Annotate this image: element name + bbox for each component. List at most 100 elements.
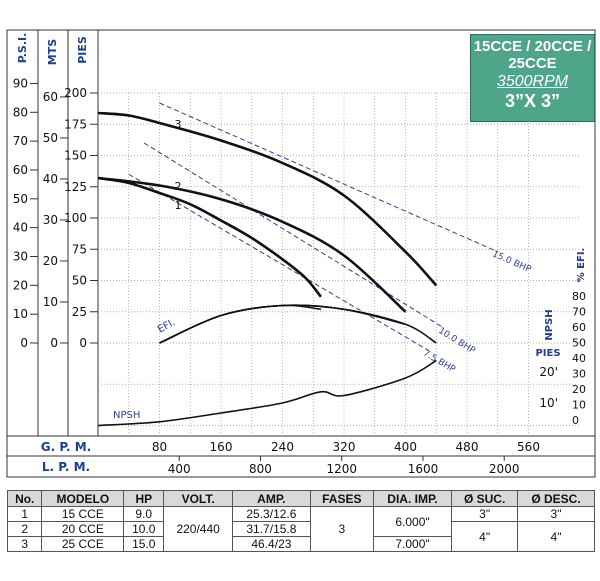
mts-axis-label: MTS [46, 39, 59, 65]
mts-tick-label: 30 [43, 213, 58, 227]
psi-tick-label: 20 [13, 278, 28, 292]
psi-tick-label: 50 [13, 192, 28, 206]
cell-modelo: 15 CCE [41, 506, 125, 522]
psi-tick-label: 0 [20, 336, 28, 350]
left-axes: P.S.I. MTS PIES 200175150125100755025060… [13, 33, 98, 350]
cell-no: 2 [6, 521, 43, 537]
bhp-line [128, 173, 429, 351]
psi-axis-label: P.S.I. [16, 33, 29, 64]
lpm-tick-label: 800 [249, 462, 272, 476]
efi-tick-label: 60 [572, 321, 586, 334]
cell-modelo: 20 CCE [41, 521, 125, 537]
bhp-line [143, 142, 445, 329]
chart-grid [98, 92, 580, 436]
spec-table-header: No. MODELO HP VOLT. AMP. FASES DIA. IMP.… [6, 490, 596, 507]
lpm-tick-label: 1600 [408, 462, 439, 476]
mts-tick-label: 20 [43, 254, 58, 268]
lpm-tick-label: 1200 [326, 462, 357, 476]
bhp-label: 10.0 BHP [436, 326, 477, 356]
psi-tick-label: 40 [13, 221, 28, 235]
pies-tick-label: 50 [72, 274, 87, 288]
efi-tick-label: 70 [572, 306, 586, 319]
chart-frame [6, 29, 596, 478]
bhp-label: 15.0 BHP [491, 249, 533, 275]
pies-tick-label: 25 [72, 305, 87, 319]
table-row: 2 20 CCE 10.0 31.7/15.8 4" 4" [6, 521, 596, 552]
col-hp: HP [123, 490, 165, 507]
col-volt: VOLT. [163, 490, 233, 507]
badge-size: 3”X 3” [504, 91, 561, 111]
cell-volt: 220/440 [163, 506, 233, 552]
gpm-tick-label: 400 [394, 440, 417, 454]
psi-tick-label: 30 [13, 249, 28, 263]
efi-tick-label: 20 [572, 383, 586, 396]
curve-number-label: 1 [175, 199, 182, 212]
series-2-curve [97, 176, 407, 313]
cell-desc: 3" [516, 506, 596, 522]
npsh-tick-label: 20' [539, 365, 558, 379]
gpm-tick-label: 560 [517, 440, 540, 454]
cell-no: 1 [6, 506, 43, 522]
bottom-axes: G. P. M. L. P. M. 80 160 240 320 400 480 560 40… [41, 440, 540, 476]
cell-amp: 31.7/15.8 [231, 521, 311, 537]
efi-tick-label: 40 [572, 352, 586, 365]
pies-tick-label: 0 [79, 336, 87, 350]
right-axes: % EFI. NPSH PIES 80 70 60 50 40 30 20 10 0 20' 10' [535, 248, 587, 427]
psi-tick-label: 10 [13, 307, 28, 321]
curve-number-label: 2 [175, 180, 182, 193]
cell-dia: 7.000" [372, 536, 453, 552]
curves [97, 111, 438, 427]
pies-tick-label: 150 [64, 149, 87, 163]
efi-tick-label: 50 [572, 337, 586, 350]
gpm-tick-label: 160 [210, 440, 233, 454]
pies-tick-label: 175 [64, 117, 87, 131]
badge-rpm: 3500RPM [496, 73, 569, 90]
gpm-tick-label: 480 [456, 440, 479, 454]
efi-tick-label: 0 [572, 414, 579, 427]
efi-tick-label: 80 [572, 290, 586, 303]
cell-fases: 3 [309, 506, 374, 552]
efi-label: EFI. [156, 317, 177, 336]
cell-desc: 4" [516, 521, 596, 552]
col-suc: Ø SUC. [451, 490, 518, 507]
cell-hp: 9.0 [123, 506, 165, 522]
mts-tick-label: 60 [43, 90, 58, 104]
badge-models: 15CCE / 20CCE / 25CCE [473, 38, 592, 72]
col-amp: AMP. [231, 490, 311, 507]
col-dia-imp: DIA. IMP. [372, 490, 453, 507]
cell-hp: 10.0 [123, 521, 165, 537]
bhp-line [159, 102, 498, 253]
series-efi-3-curve [159, 304, 437, 344]
table-row: 1 15 CCE 9.0 220/440 25.3/12.6 3 6.000" … [6, 506, 596, 552]
mts-tick-label: 50 [43, 131, 58, 145]
gpm-tick-label: 240 [271, 440, 294, 454]
bhp-label: 7.5 BHP [421, 348, 457, 375]
mts-tick-label: 40 [43, 172, 58, 186]
lpm-tick-label: 400 [168, 462, 191, 476]
pies-axis-label: PIES [76, 36, 89, 64]
col-no: No. [6, 490, 43, 507]
psi-tick-label: 90 [13, 76, 28, 90]
pies-tick-label: 125 [64, 180, 87, 194]
pies-tick-label: 75 [72, 242, 87, 256]
cell-amp: 46.4/23 [231, 536, 311, 552]
col-fases: FASES [309, 490, 374, 507]
cell-no: 3 [6, 536, 43, 552]
psi-tick-label: 70 [13, 134, 28, 148]
pies-tick-label: 100 [64, 211, 87, 225]
cell-amp: 25.3/12.6 [231, 506, 311, 522]
efi-axis-label: % EFI. [576, 248, 587, 283]
efi-tick-label: 30 [572, 368, 586, 381]
psi-tick-label: 80 [13, 105, 28, 119]
psi-tick-label: 60 [13, 163, 28, 177]
chart-labels: 3 2 1 EFI. NPSH [113, 118, 182, 421]
npsh-tick-label: 10' [539, 396, 558, 410]
model-badge: 15CCE / 20CCE / 25CCE 3500RPM 3”X 3” [470, 34, 595, 122]
spec-table: No. MODELO HP VOLT. AMP. FASES DIA. IMP.… [6, 490, 596, 552]
table-row: 3 25 CCE 15.0 46.4/23 7.000" [6, 536, 595, 552]
cell-suc: 4" [451, 521, 518, 552]
series-1-curve [97, 176, 322, 298]
gpm-tick-label: 80 [152, 440, 167, 454]
